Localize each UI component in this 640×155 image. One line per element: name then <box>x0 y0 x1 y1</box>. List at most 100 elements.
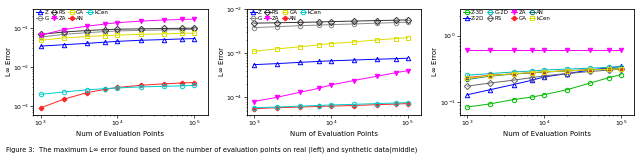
ZA <box>327 84 335 86</box>
AN <box>486 75 494 77</box>
AN <box>404 103 412 104</box>
RS <box>463 85 471 87</box>
GA <box>315 44 323 46</box>
kCen <box>392 102 399 104</box>
Z <box>350 59 358 61</box>
RS <box>179 27 186 29</box>
Z <box>250 64 258 66</box>
kCen <box>160 85 168 87</box>
AN <box>509 73 517 75</box>
GA <box>60 37 68 39</box>
Z-3D <box>617 74 625 76</box>
kCen <box>83 89 91 91</box>
G <box>60 33 68 35</box>
RS <box>540 75 548 77</box>
Line: ZA: ZA <box>38 17 196 37</box>
kCen <box>509 73 517 75</box>
GA <box>102 35 109 37</box>
G <box>160 29 168 31</box>
Y-axis label: L∞ Error: L∞ Error <box>432 47 438 76</box>
RS <box>273 22 281 24</box>
ZA <box>540 49 548 51</box>
Z-2D <box>540 76 548 78</box>
Line: G: G <box>38 27 196 39</box>
Z <box>102 41 109 43</box>
G <box>392 22 399 24</box>
GA <box>137 33 145 35</box>
Legend: Z, G, RS, ZA, GA, AN, kCen: Z, G, RS, ZA, GA, AN, kCen <box>36 10 108 22</box>
Z-3D <box>586 82 594 84</box>
RS <box>327 21 335 23</box>
GA <box>373 39 381 41</box>
kCen <box>463 78 471 79</box>
RS <box>315 21 323 23</box>
kCen <box>36 93 44 95</box>
X-axis label: Num of Evaluation Points: Num of Evaluation Points <box>76 131 164 137</box>
Z-3D <box>509 99 517 100</box>
kCen <box>586 69 594 71</box>
Z <box>373 58 381 60</box>
Line: GA: GA <box>252 35 410 54</box>
GA <box>404 37 412 39</box>
AN <box>102 88 109 90</box>
Z-2D <box>509 84 517 85</box>
Z-2D <box>563 73 571 75</box>
GA <box>540 71 548 73</box>
ZA <box>273 96 281 98</box>
RS <box>190 27 198 29</box>
Z-2D <box>486 89 494 91</box>
AN <box>563 70 571 72</box>
Z-2D <box>463 94 471 96</box>
ZA <box>296 91 304 93</box>
Z-3D <box>463 106 471 108</box>
ZA <box>373 75 381 77</box>
Z-3D <box>529 96 536 98</box>
kCen <box>250 107 258 109</box>
Line: RS: RS <box>465 67 623 88</box>
kCen <box>404 102 412 103</box>
Line: ZA: ZA <box>252 69 410 104</box>
kCen <box>137 86 145 88</box>
kCen <box>60 91 68 93</box>
kCen <box>617 68 625 70</box>
kCen <box>605 68 613 70</box>
Z-2D <box>586 69 594 71</box>
Z-2D <box>617 66 625 67</box>
G-2D <box>509 71 517 73</box>
RS <box>529 77 536 79</box>
Z <box>137 39 145 41</box>
kCen <box>102 88 109 90</box>
G-2D <box>605 66 613 68</box>
ZA <box>60 29 68 31</box>
kCen <box>327 104 335 106</box>
RS <box>486 82 494 84</box>
GA <box>586 69 594 71</box>
AN <box>160 83 168 85</box>
ZA <box>83 25 91 27</box>
kCen <box>273 106 281 108</box>
AN <box>83 92 91 94</box>
GA <box>509 73 517 75</box>
Z-2D <box>605 67 613 69</box>
AN <box>540 71 548 73</box>
Y-axis label: L∞ Error: L∞ Error <box>219 47 225 76</box>
ZA <box>509 49 517 51</box>
kCen <box>563 70 571 72</box>
GA <box>160 33 168 35</box>
Z <box>179 38 186 40</box>
ZA <box>586 49 594 51</box>
GA <box>113 34 121 36</box>
G <box>179 29 186 31</box>
AN <box>273 107 281 109</box>
G <box>327 24 335 26</box>
ZA <box>113 22 121 24</box>
G-2D <box>463 74 471 76</box>
GA <box>296 46 304 48</box>
RS <box>373 20 381 22</box>
Z <box>315 60 323 62</box>
AN <box>60 98 68 100</box>
RS <box>392 19 399 21</box>
G-2D <box>617 66 625 68</box>
Z <box>327 60 335 62</box>
kCen <box>179 85 186 87</box>
